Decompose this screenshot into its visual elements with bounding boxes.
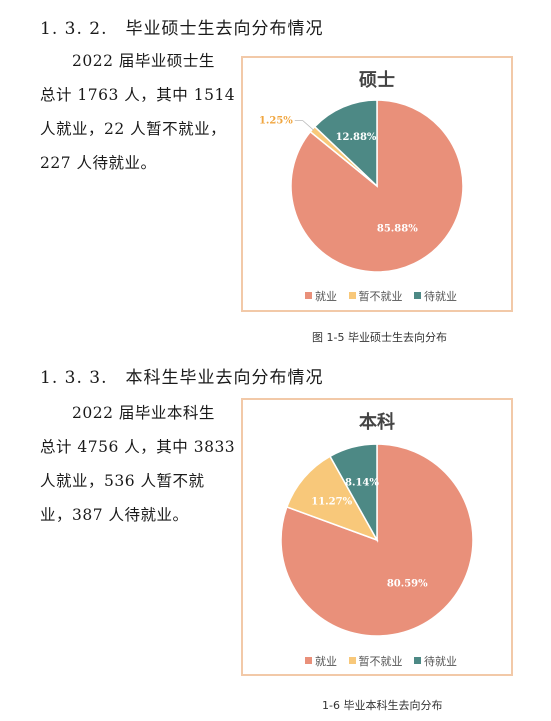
paragraph-line: 总计 4756 人，其中 3833: [40, 438, 236, 456]
legend-swatch: [348, 657, 356, 664]
paragraph-undergrad: 2022 届毕业本科生 总计 4756 人，其中 3833 人就业，536 人暂…: [40, 396, 240, 532]
legend-label: 暂不就业: [358, 655, 403, 668]
legend-swatch: [305, 657, 312, 664]
chart-frame-undergrad: [241, 398, 513, 676]
pie-leader-line: [294, 120, 315, 131]
pie-data-label: 85.88%: [377, 224, 418, 235]
legend-swatch: [414, 657, 421, 664]
chart-title: 硕士: [359, 70, 395, 91]
pie-slice-pending: [328, 443, 378, 543]
legend-label: 就业: [315, 290, 337, 303]
chart-frame-master: [241, 56, 513, 312]
chart-legend: 就业 暂不就业 待就业: [305, 653, 457, 669]
chart-title: 本科: [359, 412, 395, 433]
legend-label: 暂不就业: [358, 290, 403, 303]
pie-data-label: 1.25%: [259, 116, 293, 127]
section-title: 毕业硕士生去向分布情况: [125, 19, 324, 39]
paragraph-line: 业，387 人待就业。: [40, 506, 189, 524]
section-heading-undergrad: 1. 3. 3. 本科生毕业去向分布情况: [40, 363, 323, 388]
figure-caption: 1-6 毕业本科生去向分布: [322, 699, 443, 712]
section-title: 本科生毕业去向分布情况: [125, 368, 324, 388]
pie-chart-undergrad: 80.59% 11.27% 8.14%: [280, 443, 474, 637]
pie-slice-employed: [280, 443, 474, 637]
paragraph-master: 2022 届毕业硕士生 总计 1763 人，其中 1514 人就业，22 人暂不…: [40, 44, 240, 180]
legend-label: 待就业: [424, 290, 457, 303]
paragraph-line: 2022 届毕业本科生: [72, 404, 215, 422]
paragraph-line: 总计 1763 人，其中 1514: [40, 86, 236, 104]
pie-slice-pending: [313, 99, 378, 188]
legend-label: 就业: [315, 655, 337, 668]
legend-swatch: [305, 292, 312, 299]
pie-data-label: 8.14%: [345, 477, 379, 488]
chart-legend: 就业 暂不就业 待就业: [305, 288, 457, 304]
paragraph-line: 227 人待就业。: [40, 154, 157, 172]
legend-label: 待就业: [424, 655, 457, 668]
figure-caption: 图 1-5 毕业硕士生去向分布: [312, 331, 447, 344]
pie-data-label: 12.88%: [336, 132, 377, 143]
section-number: 1. 3. 3.: [40, 368, 108, 388]
paragraph-line: 2022 届毕业硕士生: [72, 52, 215, 70]
section-heading-master: 1. 3. 2. 毕业硕士生去向分布情况: [40, 14, 323, 39]
pie-data-label: 11.27%: [311, 496, 352, 507]
legend-swatch: [414, 292, 421, 299]
paragraph-line: 人就业，22 人暂不就业，: [40, 120, 227, 138]
paragraph-line: 人就业，536 人暂不就: [40, 472, 205, 490]
pie-chart-master: 85.88% 1.25% 12.88%: [259, 99, 464, 273]
legend-swatch: [348, 292, 356, 299]
section-number: 1. 3. 2.: [40, 19, 108, 39]
pie-slice-not-yet-employed: [285, 455, 379, 542]
pie-data-label: 80.59%: [387, 578, 428, 589]
